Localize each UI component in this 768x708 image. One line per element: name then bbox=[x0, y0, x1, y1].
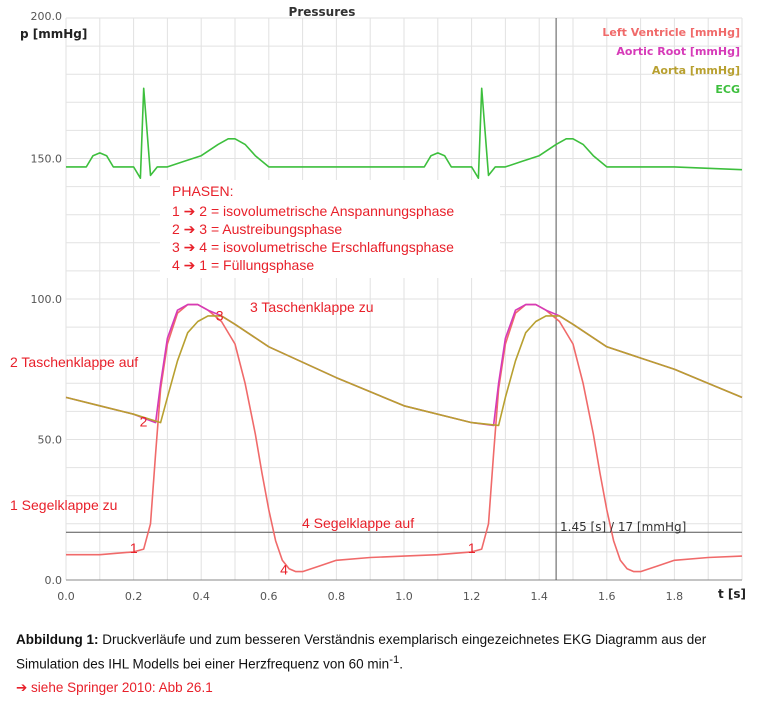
pressure-chart: 0.0 0.2 0.4 0.6 0.8 1.0 1.2 1.4 1.6 1.8 0.0 50.0 100… bbox=[10, 5, 746, 603]
caption-end: . bbox=[399, 656, 403, 672]
valve-point-5: 1 bbox=[468, 540, 476, 556]
valve-point-labels: 1 2 3 4 1 bbox=[130, 308, 476, 578]
x-tick-label: 1.4 bbox=[530, 590, 548, 603]
chart-title: Pressures bbox=[289, 5, 356, 19]
x-tick-label: 1.8 bbox=[666, 590, 684, 603]
valve-point-2: 2 bbox=[140, 414, 148, 430]
caption-bold: Abbildung 1: bbox=[16, 632, 99, 647]
x-tick-label: 0.2 bbox=[125, 590, 143, 603]
series-group bbox=[65, 87, 743, 573]
legend-entry-3: ECG bbox=[715, 83, 740, 96]
y-tick-label: 50.0 bbox=[38, 434, 63, 447]
cursor-readout: 1.45 [s] / 17 [mmHg] bbox=[560, 520, 686, 534]
phases-box: PHASEN: 1 ➔ 2 = isovolumetrische Anspann… bbox=[160, 180, 500, 278]
y-axis-label: p [mmHg] bbox=[20, 27, 87, 41]
series-line-2 bbox=[65, 315, 743, 427]
series-line-3 bbox=[66, 87, 743, 179]
series-line-0 bbox=[66, 303, 743, 573]
phase-1: 1 ➔ 2 = isovolumetrische Anspannungsphas… bbox=[172, 203, 454, 219]
x-tick-label: 1.0 bbox=[395, 590, 413, 603]
phase-2: 2 ➔ 3 = Austreibungsphase bbox=[172, 221, 342, 237]
x-tick-label: 0.8 bbox=[328, 590, 346, 603]
phase-4: 4 ➔ 1 = Füllungsphase bbox=[172, 257, 314, 273]
x-tick-label: 1.6 bbox=[598, 590, 616, 603]
annotation-segelklappe-zu: 1 Segelklappe zu bbox=[10, 497, 117, 513]
grid bbox=[65, 17, 743, 581]
reference-link[interactable]: ➔ siehe Springer 2010: Abb 26.1 bbox=[16, 680, 213, 695]
y-tick-label: 0.0 bbox=[45, 574, 63, 587]
y-tick-label: 100.0 bbox=[31, 293, 63, 306]
valve-point-3: 3 bbox=[216, 308, 224, 324]
x-tick-label: 0.0 bbox=[57, 590, 75, 603]
phase-3: 3 ➔ 4 = isovolumetrische Erschlaffungsph… bbox=[172, 239, 454, 255]
caption-sup: -1 bbox=[389, 654, 400, 666]
valve-point-4: 4 bbox=[280, 561, 288, 577]
legend-entry-1: Aortic Root [mmHg] bbox=[616, 45, 740, 58]
x-tick-label: 0.4 bbox=[192, 590, 210, 603]
y-tick-label: 200.0 bbox=[31, 10, 63, 23]
cursor-lines bbox=[66, 18, 742, 580]
annotation-segelklappe-auf: 4 Segelklappe auf bbox=[302, 515, 414, 531]
phases-title: PHASEN: bbox=[172, 183, 233, 199]
x-tick-label: 1.2 bbox=[463, 590, 481, 603]
x-tick-label: 0.6 bbox=[260, 590, 278, 603]
legend-entry-2: Aorta [mmHg] bbox=[652, 64, 740, 77]
annotation-taschenklappe-zu: 3 Taschenklappe zu bbox=[250, 299, 374, 315]
phases-background bbox=[160, 180, 500, 278]
y-tick-label: 150.0 bbox=[31, 153, 63, 166]
ticks: 0.0 0.2 0.4 0.6 0.8 1.0 1.2 1.4 1.6 1.8 0.0 50.0 100… bbox=[31, 10, 684, 603]
caption-text: Druckverläufe und zum besseren Verständn… bbox=[16, 632, 707, 672]
legend-entry-0: Left Ventricle [mmHg] bbox=[602, 26, 740, 39]
legend: Left Ventricle [mmHg] Aortic Root [mmHg] A… bbox=[602, 26, 740, 96]
valve-point-1: 1 bbox=[130, 540, 138, 556]
figure-caption: Abbildung 1: Druckverläufe und zum besse… bbox=[16, 630, 756, 675]
annotation-taschenklappe-auf: 2 Taschenklappe auf bbox=[10, 354, 138, 370]
x-axis-label: t [s] bbox=[718, 587, 746, 601]
